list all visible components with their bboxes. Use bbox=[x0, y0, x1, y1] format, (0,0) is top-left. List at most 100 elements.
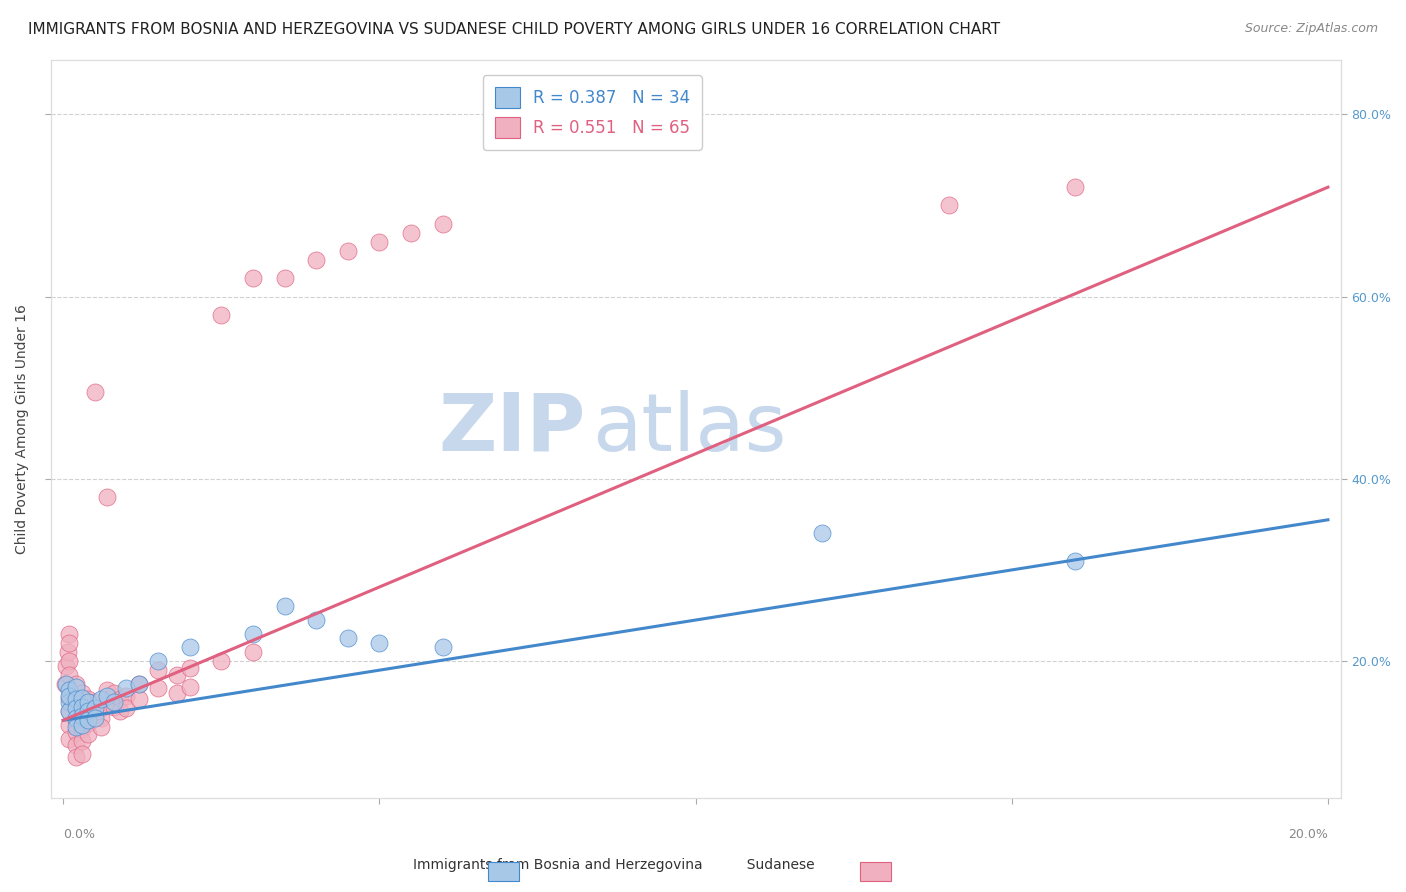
Point bbox=[336, 632, 359, 646]
Point bbox=[166, 686, 188, 700]
Point bbox=[83, 385, 105, 400]
Point bbox=[146, 663, 169, 677]
Point bbox=[108, 704, 131, 718]
Point bbox=[103, 699, 125, 714]
Point bbox=[399, 226, 422, 240]
Point bbox=[65, 680, 87, 694]
Point bbox=[70, 718, 93, 732]
Point bbox=[65, 738, 87, 752]
Point bbox=[1064, 180, 1087, 194]
Point bbox=[96, 689, 118, 703]
Legend: R = 0.387   N = 34, R = 0.551   N = 65: R = 0.387 N = 34, R = 0.551 N = 65 bbox=[482, 75, 702, 150]
Point bbox=[96, 490, 118, 504]
Text: Source: ZipAtlas.com: Source: ZipAtlas.com bbox=[1244, 22, 1378, 36]
Point bbox=[96, 698, 118, 712]
Text: Sudanese: Sudanese bbox=[703, 858, 814, 872]
Point bbox=[65, 749, 87, 764]
Point bbox=[65, 701, 87, 715]
Text: IMMIGRANTS FROM BOSNIA AND HERZEGOVINA VS SUDANESE CHILD POVERTY AMONG GIRLS UND: IMMIGRANTS FROM BOSNIA AND HERZEGOVINA V… bbox=[28, 22, 1000, 37]
Point bbox=[55, 677, 77, 691]
Y-axis label: Child Poverty Among Girls Under 16: Child Poverty Among Girls Under 16 bbox=[15, 304, 30, 554]
Point bbox=[70, 710, 93, 724]
Point bbox=[103, 686, 125, 700]
Point bbox=[58, 683, 80, 698]
Point bbox=[336, 244, 359, 258]
Point bbox=[58, 667, 80, 681]
Point bbox=[128, 677, 150, 691]
Point bbox=[115, 681, 138, 696]
Point bbox=[273, 599, 295, 614]
Point bbox=[96, 683, 118, 698]
Point bbox=[70, 699, 93, 714]
Point bbox=[77, 704, 100, 718]
Point bbox=[83, 706, 105, 721]
Point bbox=[83, 710, 105, 724]
Point bbox=[209, 308, 232, 322]
Point bbox=[65, 720, 87, 734]
Point bbox=[77, 692, 100, 706]
Point bbox=[77, 716, 100, 731]
Point bbox=[70, 686, 93, 700]
Point bbox=[90, 701, 112, 715]
Point bbox=[65, 692, 87, 706]
Point bbox=[70, 747, 93, 761]
Text: ZIP: ZIP bbox=[439, 390, 586, 467]
Point bbox=[70, 699, 93, 714]
Point bbox=[65, 701, 87, 715]
Point bbox=[77, 714, 100, 728]
Point bbox=[811, 526, 834, 541]
Point bbox=[146, 654, 169, 668]
Text: 0.0%: 0.0% bbox=[63, 829, 96, 841]
Point bbox=[179, 640, 201, 655]
Point bbox=[58, 626, 80, 640]
Point bbox=[77, 704, 100, 718]
Point bbox=[368, 636, 391, 650]
Point bbox=[70, 690, 93, 705]
Point bbox=[83, 701, 105, 715]
Point bbox=[432, 640, 454, 655]
Point bbox=[65, 690, 87, 705]
Point bbox=[115, 689, 138, 703]
Point bbox=[90, 710, 112, 724]
Point bbox=[58, 718, 80, 732]
Point bbox=[58, 636, 80, 650]
Point bbox=[432, 217, 454, 231]
Point bbox=[179, 661, 201, 675]
Point bbox=[58, 704, 80, 718]
Point bbox=[65, 710, 87, 724]
Point bbox=[115, 701, 138, 715]
Point bbox=[1064, 554, 1087, 568]
Point bbox=[90, 720, 112, 734]
Text: atlas: atlas bbox=[592, 390, 787, 467]
Point bbox=[90, 692, 112, 706]
Point bbox=[58, 731, 80, 746]
Point bbox=[58, 695, 80, 709]
Text: 20.0%: 20.0% bbox=[1288, 829, 1327, 841]
Point bbox=[58, 689, 80, 703]
Point bbox=[146, 681, 169, 696]
Point bbox=[58, 690, 80, 705]
Point bbox=[65, 677, 87, 691]
Point bbox=[65, 714, 87, 728]
Point bbox=[58, 645, 80, 659]
Point bbox=[108, 692, 131, 706]
Point bbox=[242, 645, 264, 659]
Point bbox=[55, 658, 77, 673]
Point bbox=[209, 654, 232, 668]
Point bbox=[179, 680, 201, 694]
Point bbox=[368, 235, 391, 249]
Point bbox=[83, 695, 105, 709]
Point bbox=[938, 198, 960, 212]
Point bbox=[128, 692, 150, 706]
Point bbox=[305, 253, 328, 268]
Point bbox=[166, 667, 188, 681]
Point bbox=[58, 654, 80, 668]
Point bbox=[70, 723, 93, 737]
Point bbox=[128, 677, 150, 691]
Point bbox=[70, 734, 93, 748]
Point bbox=[58, 704, 80, 718]
Point bbox=[53, 677, 76, 691]
Point bbox=[77, 695, 100, 709]
Point bbox=[65, 725, 87, 739]
Point bbox=[305, 613, 328, 627]
